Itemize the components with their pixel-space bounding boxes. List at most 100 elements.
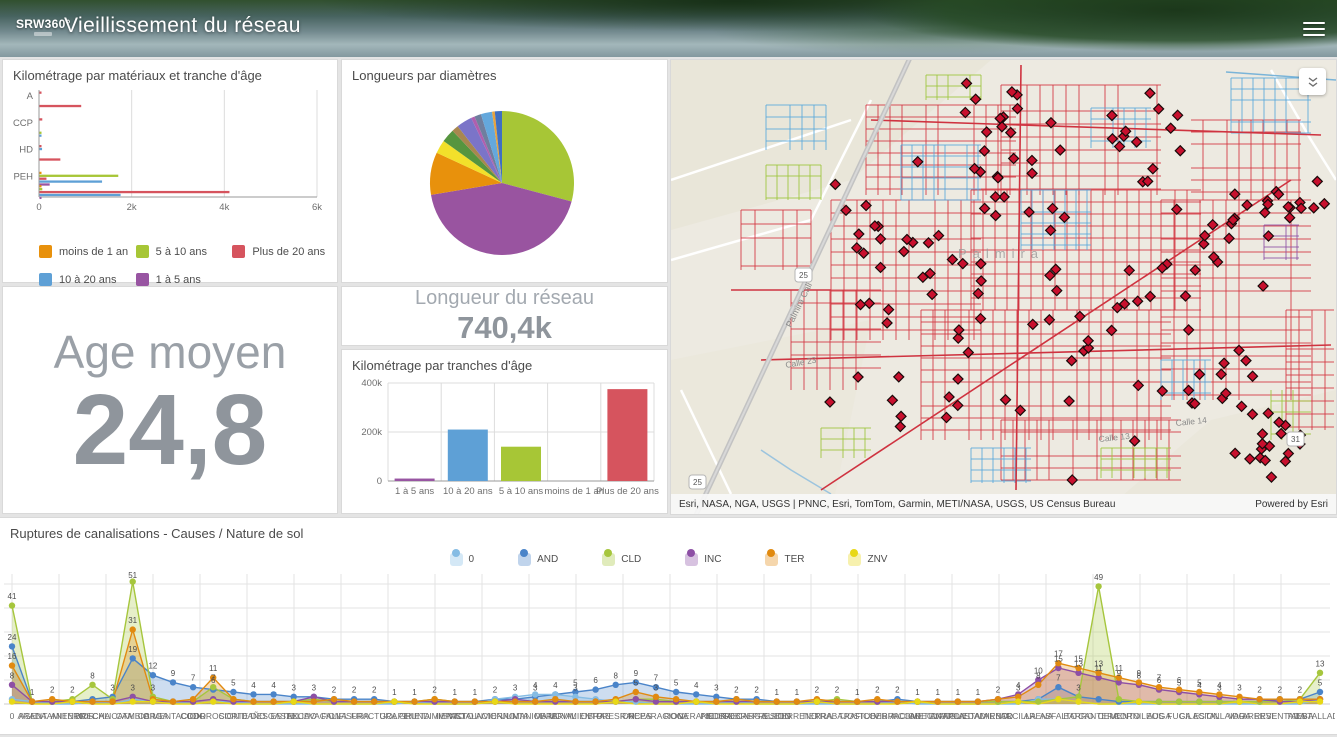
break-marker[interactable] <box>989 209 1002 222</box>
break-marker[interactable] <box>911 155 924 168</box>
bar[interactable] <box>39 131 42 134</box>
data-point[interactable] <box>511 698 519 705</box>
data-point[interactable] <box>1236 698 1243 705</box>
data-point[interactable] <box>491 698 499 705</box>
diametres-pie-chart[interactable] <box>342 85 662 277</box>
break-marker[interactable] <box>1257 280 1269 292</box>
data-point[interactable] <box>210 698 217 705</box>
data-point[interactable] <box>1296 698 1304 705</box>
break-marker[interactable] <box>922 236 935 249</box>
break-marker[interactable] <box>1026 318 1039 331</box>
break-marker[interactable] <box>1152 103 1165 115</box>
break-marker[interactable] <box>975 275 988 287</box>
break-marker[interactable] <box>863 297 876 310</box>
data-point[interactable] <box>1115 679 1123 686</box>
bar[interactable] <box>501 446 541 481</box>
bar[interactable] <box>39 190 230 194</box>
data-point[interactable] <box>1055 664 1062 672</box>
break-marker[interactable] <box>943 391 955 403</box>
break-marker[interactable] <box>959 106 972 119</box>
data-point[interactable] <box>210 674 217 681</box>
data-point[interactable] <box>1015 693 1022 700</box>
break-marker[interactable] <box>1198 229 1211 242</box>
break-marker[interactable] <box>852 371 864 383</box>
data-point[interactable] <box>954 698 961 705</box>
data-point[interactable] <box>169 679 177 686</box>
bar[interactable] <box>39 193 121 197</box>
data-point[interactable] <box>994 696 1002 703</box>
data-point[interactable] <box>1075 669 1082 676</box>
break-marker[interactable] <box>1227 214 1239 226</box>
break-marker[interactable] <box>1262 230 1275 242</box>
break-marker[interactable] <box>1049 263 1062 276</box>
break-marker[interactable] <box>1074 310 1086 323</box>
data-point[interactable] <box>1095 696 1102 703</box>
break-marker[interactable] <box>1171 109 1184 122</box>
data-point[interactable] <box>250 698 257 705</box>
data-point[interactable] <box>572 688 579 696</box>
data-point[interactable] <box>411 698 418 705</box>
break-marker[interactable] <box>1240 354 1252 367</box>
map-canvas[interactable]: 25 25 31 Palmira Cali Palmira Calle 23 Calle 1… <box>671 60 1336 514</box>
break-marker[interactable] <box>998 191 1010 203</box>
data-point[interactable] <box>8 681 16 688</box>
data-point[interactable] <box>1175 698 1183 705</box>
materiaux-bar-chart[interactable]: 0 2k 4k 6k A CCP HD PEH <box>3 85 323 230</box>
break-marker[interactable] <box>1272 188 1285 201</box>
break-marker[interactable] <box>850 242 863 254</box>
break-marker[interactable] <box>1014 404 1027 417</box>
bar[interactable] <box>39 177 47 180</box>
break-marker[interactable] <box>1105 324 1118 337</box>
break-marker[interactable] <box>974 312 987 325</box>
bar[interactable] <box>607 389 648 481</box>
break-marker[interactable] <box>1045 116 1057 129</box>
break-marker[interactable] <box>1131 295 1144 308</box>
bar[interactable] <box>39 134 42 137</box>
data-point[interactable] <box>1035 681 1042 688</box>
break-marker[interactable] <box>895 410 907 423</box>
data-point[interactable] <box>310 693 317 700</box>
legend-item-TER[interactable]: TER <box>765 549 804 566</box>
data-point[interactable] <box>1155 684 1163 691</box>
data-point[interactable] <box>1075 664 1082 672</box>
data-point[interactable] <box>773 698 780 705</box>
data-point[interactable] <box>1196 688 1203 696</box>
break-marker[interactable] <box>1246 370 1259 383</box>
data-point[interactable] <box>632 679 639 686</box>
data-point[interactable] <box>8 602 16 609</box>
data-point[interactable] <box>552 691 559 698</box>
data-point[interactable] <box>49 696 56 703</box>
break-marker[interactable] <box>1189 264 1202 277</box>
pie-slice[interactable] <box>494 111 502 183</box>
break-marker[interactable] <box>1223 232 1235 245</box>
break-marker[interactable] <box>1026 167 1038 180</box>
break-marker[interactable] <box>1026 154 1038 167</box>
data-point[interactable] <box>129 578 136 585</box>
break-marker[interactable] <box>1156 385 1169 397</box>
bar[interactable] <box>39 196 42 200</box>
break-marker[interactable] <box>989 190 1002 203</box>
data-point[interactable] <box>89 681 96 688</box>
break-marker[interactable] <box>1082 334 1095 347</box>
data-point[interactable] <box>1155 698 1163 705</box>
break-marker[interactable] <box>924 267 936 280</box>
data-point[interactable] <box>713 693 720 700</box>
data-point[interactable] <box>1236 693 1243 700</box>
data-point[interactable] <box>230 688 237 696</box>
break-marker[interactable] <box>898 245 910 258</box>
data-point[interactable] <box>693 691 700 698</box>
data-point[interactable] <box>632 688 639 696</box>
ruptures-area-chart[interactable]: 412416801ARADA2ASENTAMIENTO2ANTERIOR8BRE… <box>0 570 1337 732</box>
break-marker[interactable] <box>1004 126 1017 139</box>
data-point[interactable] <box>1095 583 1102 590</box>
break-marker[interactable] <box>932 229 945 242</box>
data-point[interactable] <box>652 693 660 700</box>
break-marker[interactable] <box>1182 324 1195 336</box>
data-point[interactable] <box>330 696 338 703</box>
break-marker[interactable] <box>1043 313 1056 326</box>
break-marker[interactable] <box>1229 447 1241 460</box>
break-marker[interactable] <box>1174 144 1187 157</box>
bar[interactable] <box>39 158 61 161</box>
bar[interactable] <box>39 188 43 191</box>
break-marker[interactable] <box>1258 206 1271 219</box>
